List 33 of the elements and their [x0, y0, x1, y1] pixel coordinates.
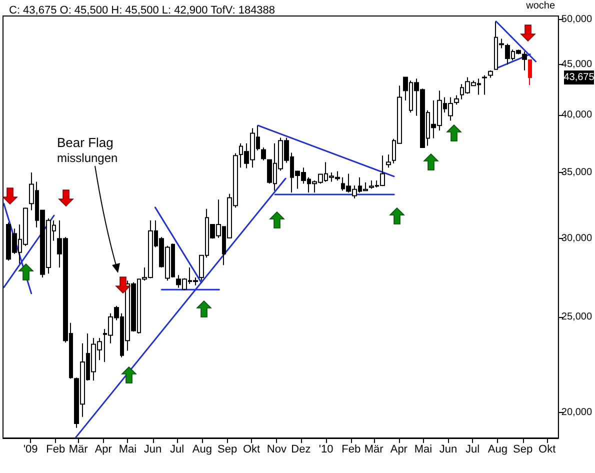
- y-tick-label: 35,000: [561, 166, 592, 178]
- x-tick-label: Mär: [68, 444, 88, 456]
- x-tick-label: Aug: [192, 444, 212, 456]
- x-tick-label: Mär: [364, 444, 384, 456]
- x-tick-label: '10: [318, 444, 334, 456]
- x-tick-label: Okt: [242, 444, 260, 456]
- y-tick-label: 50,000: [561, 14, 592, 25]
- x-tick-label: Jun: [439, 444, 458, 456]
- annotation: Bear Flag misslungen: [57, 135, 118, 165]
- x-tick-label: Sep: [217, 444, 238, 456]
- text: woche: [525, 0, 556, 12]
- y-tick-label: 40,000: [561, 110, 592, 121]
- text: 43,675: [564, 72, 595, 83]
- x-tick-label: Feb: [342, 444, 361, 456]
- x-tick-label: Okt: [538, 444, 556, 456]
- x-tick-label: Mai: [414, 444, 432, 456]
- y-tick-label: 20,000: [561, 407, 592, 418]
- y-tick-label: 30,000: [561, 233, 592, 244]
- x-tick-label: Aug: [488, 444, 508, 456]
- x-tick-label: Sep: [513, 444, 533, 456]
- x-tick-label: Nov: [266, 444, 287, 456]
- x-tick-label: Apr: [94, 444, 112, 456]
- x-tick-label: Dez: [291, 444, 311, 456]
- chart-title: C: 43,675 O: 45,500 H: 45,500 L: 42,900 TofV: 184388: [9, 4, 276, 16]
- x-tick-label: Feb: [46, 444, 66, 456]
- x-tick-label: Jun: [144, 444, 162, 456]
- x-tick-label: Jul: [466, 444, 480, 456]
- x-tick-label: Jul: [170, 444, 184, 456]
- x-tick-label: '09: [23, 444, 38, 456]
- y-tick-label: 45,000: [561, 59, 592, 70]
- x-tick-label: Apr: [390, 444, 408, 456]
- y-tick-label: 25,000: [561, 311, 592, 322]
- x-tick-label: Mai: [118, 444, 137, 456]
